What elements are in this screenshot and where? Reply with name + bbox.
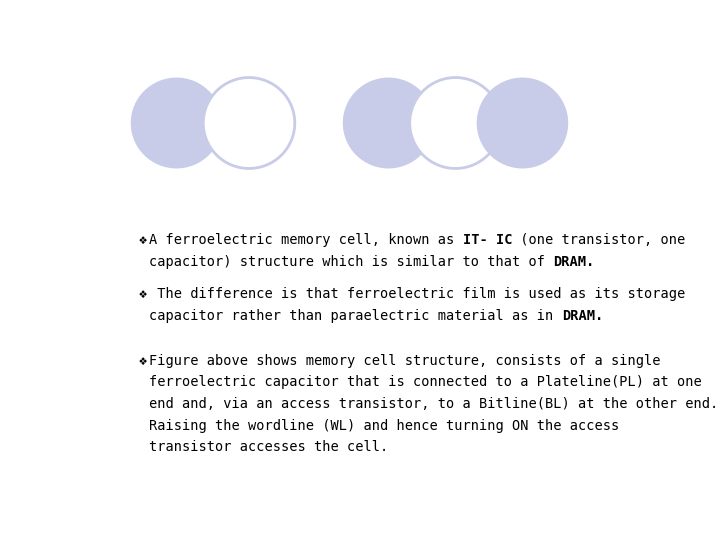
Ellipse shape — [343, 78, 434, 168]
Text: The difference is that ferroelectric film is used as its storage: The difference is that ferroelectric fil… — [149, 287, 685, 301]
Ellipse shape — [410, 78, 501, 168]
Text: transistor accesses the cell.: transistor accesses the cell. — [149, 440, 388, 454]
Text: Raising the wordline (WL) and hence turning ON the access: Raising the wordline (WL) and hence turn… — [149, 418, 619, 433]
Ellipse shape — [477, 78, 568, 168]
Text: capacitor rather than paraelectric material as in: capacitor rather than paraelectric mater… — [149, 309, 562, 323]
Text: capacitor) structure which is similar to that of: capacitor) structure which is similar to… — [149, 255, 554, 269]
Text: DRAM.: DRAM. — [554, 255, 595, 269]
Text: ferroelectric capacitor that is connected to a Plateline(PL) at one: ferroelectric capacitor that is connecte… — [149, 375, 702, 389]
Text: (one transistor, one: (one transistor, one — [512, 233, 685, 247]
Text: Figure above shows memory cell structure, consists of a single: Figure above shows memory cell structure… — [149, 354, 661, 368]
Text: ❖: ❖ — [139, 354, 148, 368]
Text: IT- IC: IT- IC — [463, 233, 512, 247]
Text: A ferroelectric memory cell, known as: A ferroelectric memory cell, known as — [149, 233, 463, 247]
Ellipse shape — [203, 78, 294, 168]
Ellipse shape — [131, 78, 222, 168]
Text: ❖: ❖ — [139, 287, 148, 301]
Text: DRAM.: DRAM. — [562, 309, 603, 323]
Text: end and, via an access transistor, to a Bitline(BL) at the other end.: end and, via an access transistor, to a … — [149, 397, 719, 411]
Text: ❖: ❖ — [139, 233, 148, 247]
